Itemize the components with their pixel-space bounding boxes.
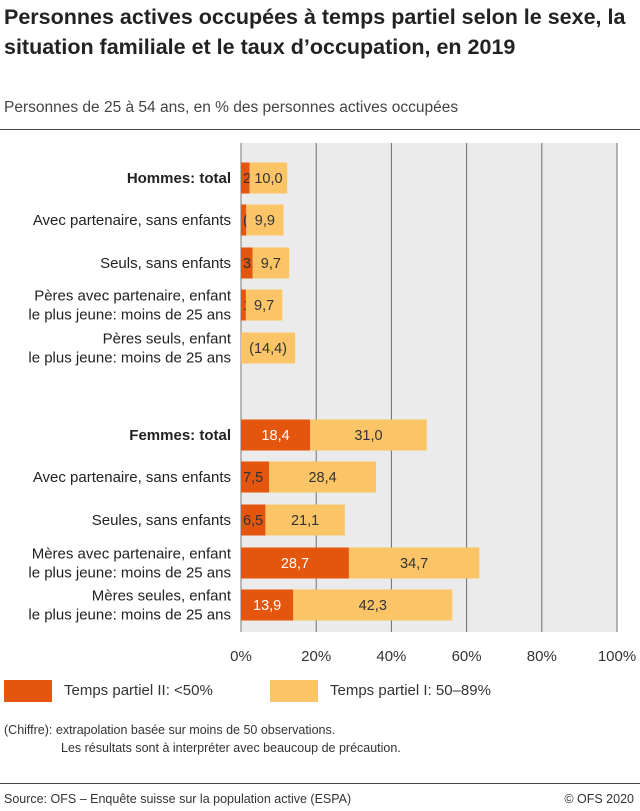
bar-part-time-ii [241, 589, 294, 621]
bar-part-time-i [265, 504, 345, 536]
category-label: le plus jeune: moins de 25 ans [28, 350, 231, 367]
category-label: Mères avec partenaire, enfant [32, 546, 232, 563]
data-label: 42,3 [359, 598, 387, 614]
data-label: 9,7 [261, 256, 281, 272]
bar-part-time-i [252, 247, 290, 279]
data-label: 6,5 [243, 513, 263, 529]
bar-part-time-ii [241, 204, 247, 236]
data-label: 10,0 [254, 171, 282, 187]
x-tick-label: 60% [452, 648, 482, 665]
bar-part-time-i [249, 162, 288, 194]
data-label: 28,7 [281, 556, 309, 572]
x-tick-label: 80% [527, 648, 557, 665]
x-tick-label: 40% [376, 648, 406, 665]
chart-title: Personnes actives occupées à temps parti… [4, 5, 626, 59]
data-label: 34,7 [400, 556, 428, 572]
data-label: 28,4 [308, 470, 336, 486]
category-label: le plus jeune: moins de 25 ans [28, 307, 231, 324]
source-note: Source: OFS – Enquête suisse sur la popu… [4, 792, 352, 806]
legend-label-part-time-i: Temps partiel I: 50–89% [330, 682, 491, 699]
x-tick-label: 100% [598, 648, 636, 665]
data-label: (14,4) [249, 341, 287, 357]
bar-chart: 0% 20% 40% 60% 80% 100% Hommes: total Avec part… [28, 143, 636, 665]
category-label: Seules, sans enfants [92, 512, 231, 529]
footnote: (Chiffre): extrapolation basée sur moins… [4, 721, 401, 757]
bar-part-time-ii [241, 162, 250, 194]
legend-swatch-part-time-i [270, 680, 318, 702]
bar-part-time-ii [241, 504, 266, 536]
bar-part-time-i [245, 289, 283, 321]
data-label: 9,7 [254, 298, 274, 314]
category-label: Avec partenaire, sans enfants [33, 212, 231, 229]
data-label: 18,4 [261, 428, 289, 444]
legend-swatch-part-time-ii [4, 680, 52, 702]
copyright: © OFS 2020 [564, 792, 634, 806]
category-label: Hommes: total [127, 170, 231, 187]
bar-part-time-ii [241, 419, 311, 451]
bar-part-time-i [293, 589, 453, 621]
bar-part-time-ii [241, 289, 246, 321]
bar-part-time-i [269, 461, 376, 493]
footnote-line-2: Les résultats sont à interpréter avec be… [61, 741, 401, 755]
bar-part-time-ii [241, 247, 253, 279]
data-label: 9,9 [255, 213, 275, 229]
data-label: 31,0 [354, 428, 382, 444]
category-label: Pères seuls, enfant [103, 331, 232, 348]
legend: Temps partiel II: <50% Temps partiel I: … [0, 680, 640, 704]
footnote-line-1: (Chiffre): extrapolation basée sur moins… [4, 723, 336, 737]
legend-label-part-time-ii: Temps partiel II: <50% [64, 682, 213, 699]
bar-part-time-i [310, 419, 427, 451]
category-label: le plus jeune: moins de 25 ans [28, 607, 231, 624]
category-label: Femmes: total [129, 427, 231, 444]
x-tick-label: 20% [301, 648, 331, 665]
category-label: Pères avec partenaire, enfant [34, 288, 232, 305]
category-label: le plus jeune: moins de 25 ans [28, 565, 231, 582]
x-tick-label: 0% [230, 648, 252, 665]
category-label: Mères seules, enfant [92, 588, 232, 605]
category-label: Avec partenaire, sans enfants [33, 469, 231, 486]
bottom-rule [0, 783, 640, 784]
bar-part-time-ii [241, 547, 349, 579]
bar-part-time-i [348, 547, 480, 579]
bar-part-time-i [241, 332, 296, 364]
top-rule [0, 129, 640, 130]
category-label: Seuls, sans enfants [100, 255, 231, 272]
data-label: 21,1 [291, 513, 319, 529]
chart-subtitle: Personnes de 25 à 54 ans, en % des perso… [4, 99, 459, 116]
bar-part-time-ii [241, 461, 270, 493]
bar-part-time-i [246, 204, 284, 236]
data-label: 7,5 [243, 470, 263, 486]
data-label: 13,9 [253, 598, 281, 614]
